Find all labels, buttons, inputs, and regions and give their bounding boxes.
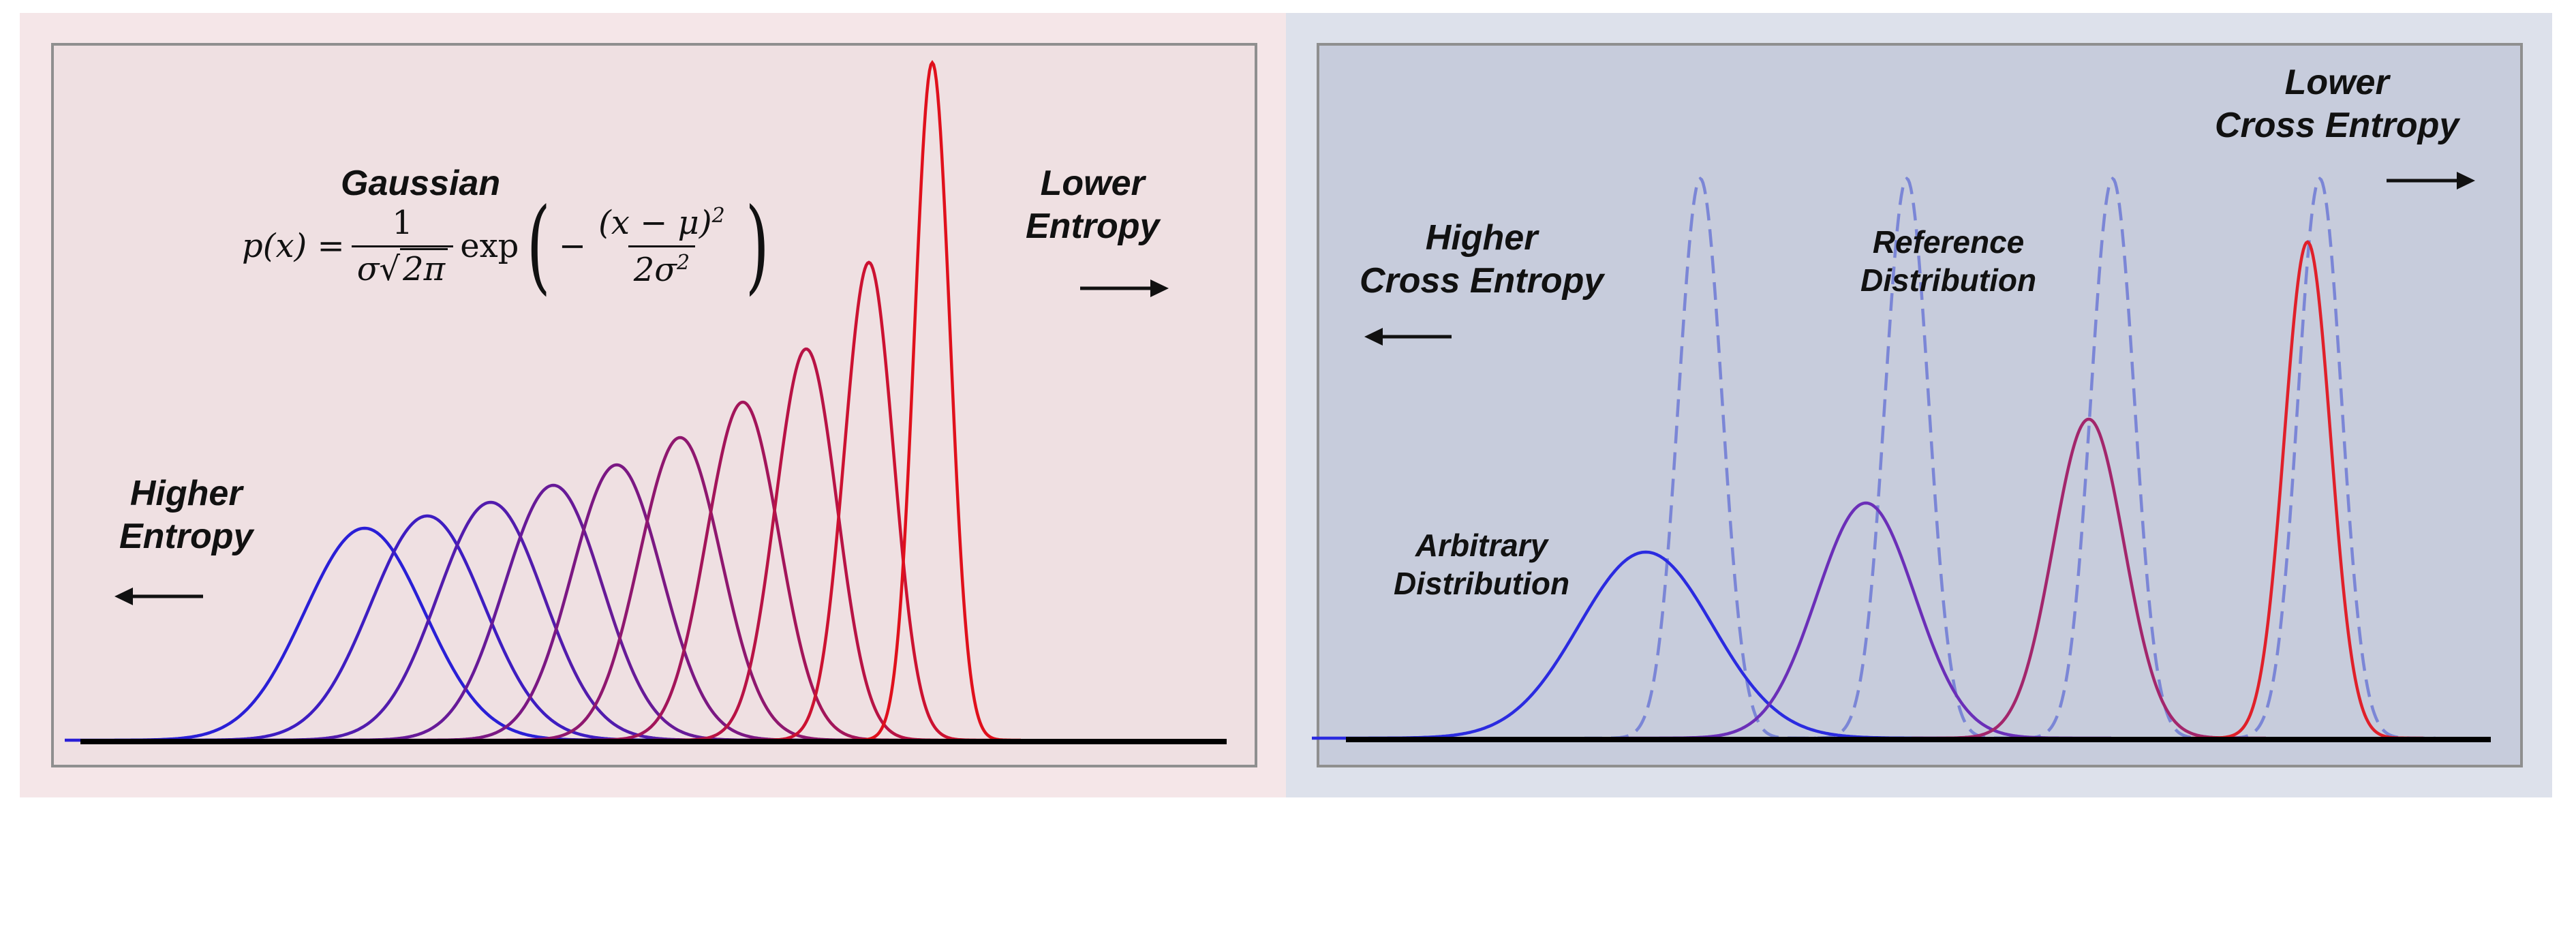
higher-cross-entropy-line-2: Cross Entropy — [1360, 261, 1604, 301]
lower-entropy-arrow — [1080, 279, 1169, 297]
formula-left-paren: ( — [527, 187, 551, 306]
gaussian-formula: p(x) = 1 σ√2π exp ( − (x − μ)2 2σ2 ) — [242, 187, 777, 306]
right-panel-frame — [1317, 43, 2523, 767]
higher-entropy-label: Higher Entropy — [119, 472, 253, 559]
higher-entropy-line-1: Higher — [129, 474, 243, 513]
reference-distribution-line-1: Reference — [1872, 224, 2025, 260]
arbitrary-distribution-line-2: Distribution — [1394, 566, 1570, 602]
gaussian-title: Gaussian — [341, 164, 501, 203]
arbitrary-distribution-curve-3 — [1912, 417, 2266, 740]
formula-sigma: σ — [356, 249, 380, 288]
higher-cross-entropy-line-1: Higher — [1425, 218, 1538, 258]
lower-cross-entropy-line-2: Cross Entropy — [2215, 106, 2459, 146]
higher-cross-entropy-arrow — [1364, 328, 1452, 346]
formula-frac1-denominator: σ√2π — [351, 245, 454, 288]
reference-distribution-label: Reference Distribution — [1860, 223, 2036, 299]
formula-frac2-num-base: (x − μ) — [598, 204, 712, 242]
arbitrary-distribution-label: Arbitrary Distribution — [1394, 526, 1569, 603]
lower-cross-entropy-arrow — [2387, 172, 2475, 189]
reference-distribution-curve-4 — [2204, 177, 2436, 740]
formula-exp: exp — [460, 227, 519, 266]
formula-lhs: p(x) = — [242, 227, 345, 266]
formula-frac2-den-base: 2σ — [633, 250, 677, 289]
reference-distribution-line-2: Distribution — [1860, 262, 2037, 299]
left-panel-frame — [51, 43, 1257, 767]
formula-right-paren: ) — [745, 187, 769, 306]
gaussian-curve-4 — [308, 483, 799, 742]
higher-entropy-line-2: Entropy — [119, 517, 254, 557]
arbitrary-distribution-curve-4 — [2192, 240, 2423, 740]
formula-minus: − — [558, 227, 587, 266]
arbitrary-distribution-line-1: Arbitrary — [1415, 528, 1548, 563]
gaussian-curve-9 — [746, 260, 992, 742]
lower-cross-entropy-label: Lower Cross Entropy — [2215, 61, 2459, 148]
lower-entropy-line-1: Lower — [1040, 164, 1145, 203]
lower-entropy-line-2: Entropy — [1026, 207, 1160, 247]
lower-entropy-label: Lower Entropy — [1026, 162, 1159, 249]
higher-cross-entropy-label: Higher Cross Entropy — [1360, 217, 1604, 303]
formula-frac1-numerator: 1 — [392, 204, 413, 242]
lower-cross-entropy-line-1: Lower — [2284, 63, 2389, 102]
formula-frac2-den-exp: 2 — [677, 250, 690, 275]
formula-frac2-denominator: 2σ2 — [628, 245, 696, 289]
entropy-gaussian-curves — [65, 60, 1021, 742]
formula-sqrt-term: 2π — [400, 247, 448, 288]
higher-entropy-arrow — [114, 588, 203, 605]
gaussian-curve-8 — [653, 347, 960, 742]
formula-frac2-numerator: (x − μ)2 — [593, 204, 731, 245]
gaussian-curve-6 — [476, 436, 885, 742]
formula-fraction-exponent: (x − μ)2 2σ2 — [593, 204, 731, 288]
gaussian-curve-10 — [844, 60, 1021, 742]
formula-frac2-num-exp: 2 — [711, 204, 725, 228]
formula-fraction-normalizer: 1 σ√2π — [351, 204, 454, 288]
reference-distribution-curve-1 — [1584, 177, 1816, 740]
